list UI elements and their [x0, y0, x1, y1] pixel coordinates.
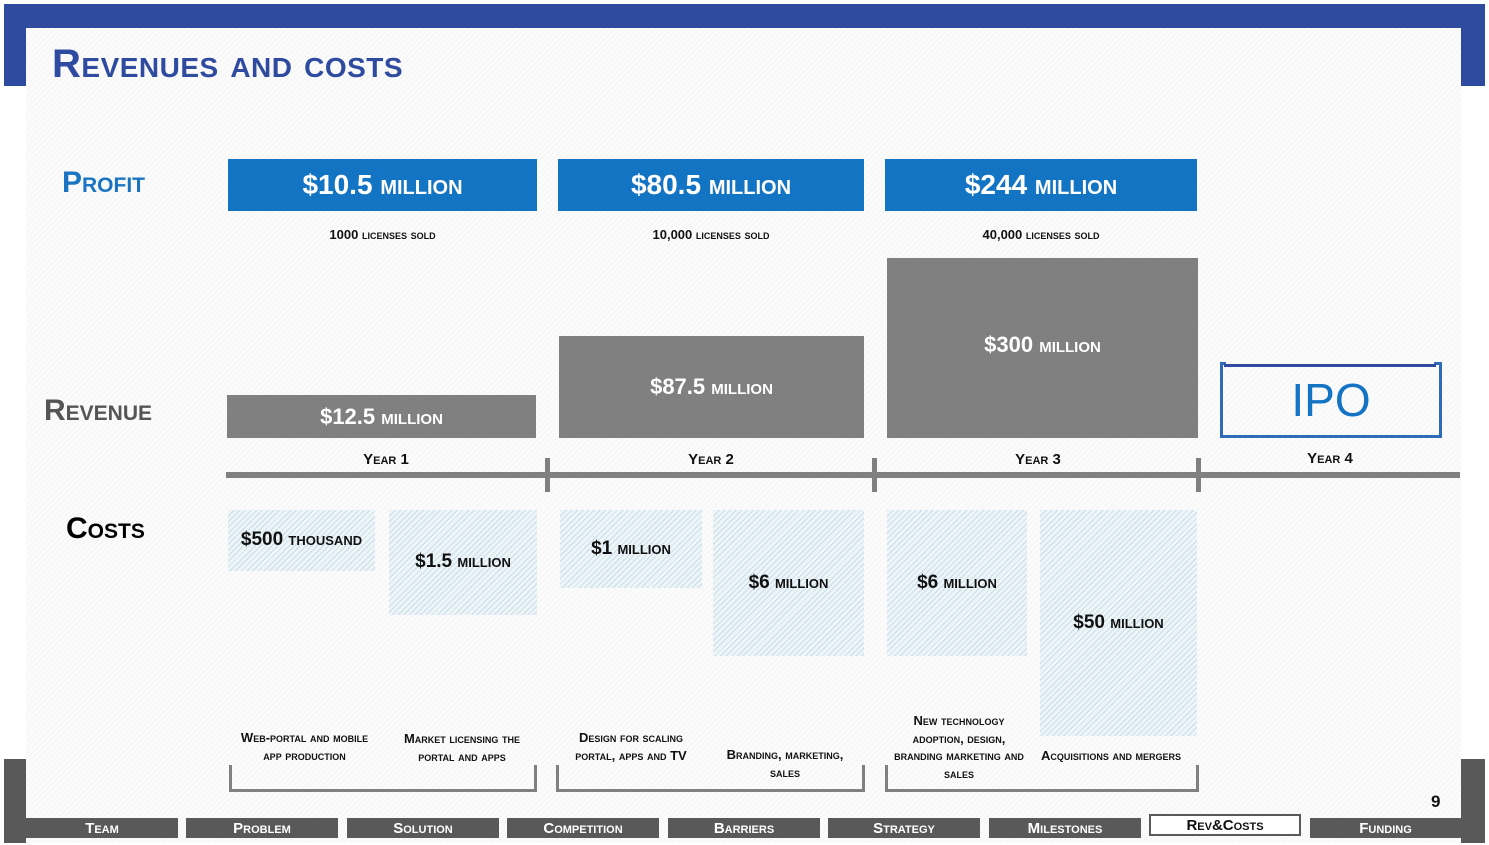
cost-acquisitions: $50 million: [1040, 510, 1197, 736]
year2-bracket: [556, 765, 865, 792]
page-title: Revenues and costs: [52, 42, 404, 86]
revenue-year3: $300 million: [887, 258, 1198, 438]
cost-web-portal: $500 thousand: [228, 510, 375, 571]
year1-bracket: [229, 765, 537, 792]
frame-top-bar: [4, 4, 1485, 28]
cost-new-technology: $6 million: [887, 510, 1027, 656]
licenses-year1: 1000 licenses sold: [329, 227, 436, 242]
profit-year2: $80.5 million: [558, 159, 864, 211]
licenses-year2: 10,000 licenses sold: [652, 227, 770, 242]
timeline-tick: [872, 458, 877, 492]
ipo-top-line: [1224, 364, 1436, 367]
nav-strategy[interactable]: Strategy: [828, 818, 980, 838]
profit-label: Profit: [62, 166, 145, 199]
cost-desc-design-scaling: Design for scaling portal, apps and TV: [575, 730, 687, 763]
frame-left-bar: [4, 28, 26, 86]
costs-label: Costs: [66, 512, 145, 545]
cost-market-licensing: $1.5 million: [389, 510, 537, 615]
licenses-year3: 40,000 licenses sold: [982, 227, 1100, 242]
timeline-axis: [226, 472, 1460, 478]
year-1-label: Year 1: [363, 451, 409, 468]
cost-desc-web-portal: Web-portal and mobile app production: [240, 730, 369, 763]
cost-desc-new-technology: New technology adoption, design, brandin…: [894, 713, 1024, 781]
frame-bottom-right-bar: [1461, 759, 1485, 843]
cost-design-scaling: $1 million: [560, 510, 702, 588]
nav-funding[interactable]: Funding: [1310, 818, 1461, 838]
cost-desc-acquisitions: Acquisitions and mergers: [1040, 748, 1182, 763]
cost-desc-market-licensing: Market licensing the portal and apps: [403, 731, 521, 764]
nav-milestones[interactable]: Milestones: [989, 818, 1141, 838]
frame-bottom-left-bar: [4, 759, 26, 843]
nav-competition[interactable]: Competition: [507, 818, 659, 838]
timeline-tick: [1196, 458, 1201, 492]
nav-barriers[interactable]: Barriers: [668, 818, 820, 838]
revenue-year1: $12.5 million: [227, 395, 536, 438]
cost-desc-branding-marketing: Branding, marketing, sales: [726, 747, 844, 780]
revenue-year3-value: $300 million: [984, 332, 1101, 357]
year3-bracket: [885, 765, 1199, 792]
nav-rev-costs[interactable]: Rev&Costs: [1149, 814, 1301, 836]
nav-problem[interactable]: Problem: [186, 818, 338, 838]
nav-team[interactable]: Team: [26, 818, 178, 838]
year-3-label: Year 3: [1015, 451, 1061, 468]
timeline-tick: [545, 458, 550, 492]
frame-right-bar: [1461, 28, 1485, 86]
revenue-year2: $87.5 million: [559, 336, 864, 438]
profit-year3: $244 million: [885, 159, 1197, 211]
cost-branding-marketing: $6 million: [713, 510, 864, 656]
revenue-label: Revenue: [44, 394, 153, 427]
ipo-top-gap: [1226, 358, 1434, 368]
year-4-label: Year 4: [1307, 450, 1353, 467]
profit-year1: $10.5 million: [228, 159, 537, 211]
nav-solution[interactable]: Solution: [347, 818, 499, 838]
page-number: 9: [1431, 792, 1441, 811]
year-2-label: Year 2: [688, 451, 734, 468]
